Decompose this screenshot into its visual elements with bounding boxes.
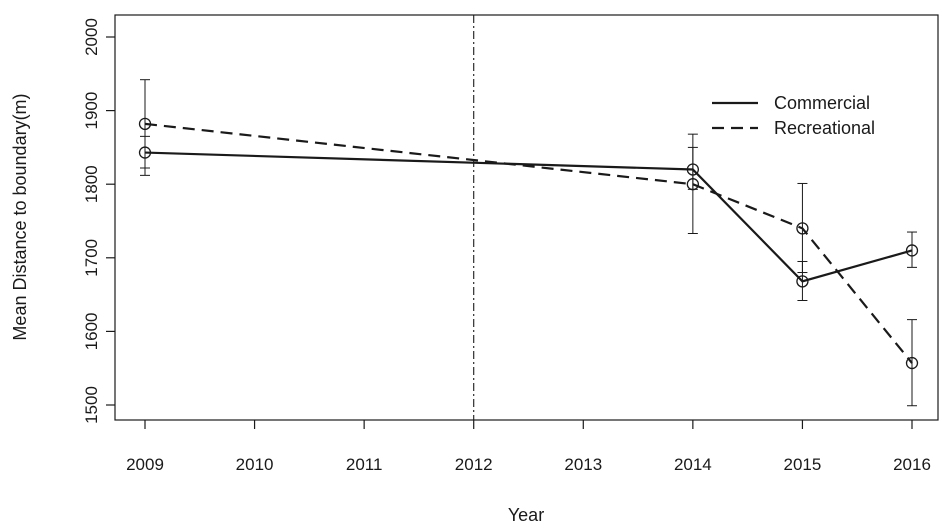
x-tick-label: 2015 xyxy=(784,455,822,474)
x-tick-label: 2013 xyxy=(564,455,602,474)
x-tick-label: 2010 xyxy=(236,455,274,474)
series-line-commercial xyxy=(144,151,913,283)
y-tick-label: 2000 xyxy=(82,18,101,56)
x-tick-label: 2014 xyxy=(674,455,712,474)
x-axis: 2009 2010 2011 2012 2013 2014 2015 2016 xyxy=(126,420,931,474)
data-point-recreational xyxy=(796,222,809,235)
data-point-commercial xyxy=(796,275,809,288)
series-layer xyxy=(138,79,919,407)
legend-label-commercial: Commercial xyxy=(774,93,870,113)
x-tick-label: 2009 xyxy=(126,455,164,474)
y-axis: 1500 1600 1700 1800 1900 2000 xyxy=(82,18,115,424)
data-point-recreational xyxy=(686,178,700,191)
x-tick-label: 2012 xyxy=(455,455,493,474)
data-point-commercial xyxy=(905,244,919,257)
y-tick-label: 1500 xyxy=(82,386,101,424)
legend-label-recreational: Recreational xyxy=(774,118,875,138)
x-axis-title: Year xyxy=(508,505,544,525)
y-axis-title: Mean Distance to boundary(m) xyxy=(10,93,30,340)
y-tick-label: 1800 xyxy=(82,165,101,203)
x-tick-label: 2011 xyxy=(346,455,383,474)
plot-frame xyxy=(114,14,939,421)
y-tick-label: 1600 xyxy=(82,312,101,350)
x-tick-label: 2016 xyxy=(893,455,931,474)
data-point-recreational xyxy=(138,117,152,130)
data-point-recreational xyxy=(905,356,919,370)
y-tick-label: 1900 xyxy=(82,92,101,130)
series-line-recreational xyxy=(144,122,913,364)
y-tick-label: 1700 xyxy=(82,239,101,277)
legend: Commercial Recreational xyxy=(712,93,875,138)
